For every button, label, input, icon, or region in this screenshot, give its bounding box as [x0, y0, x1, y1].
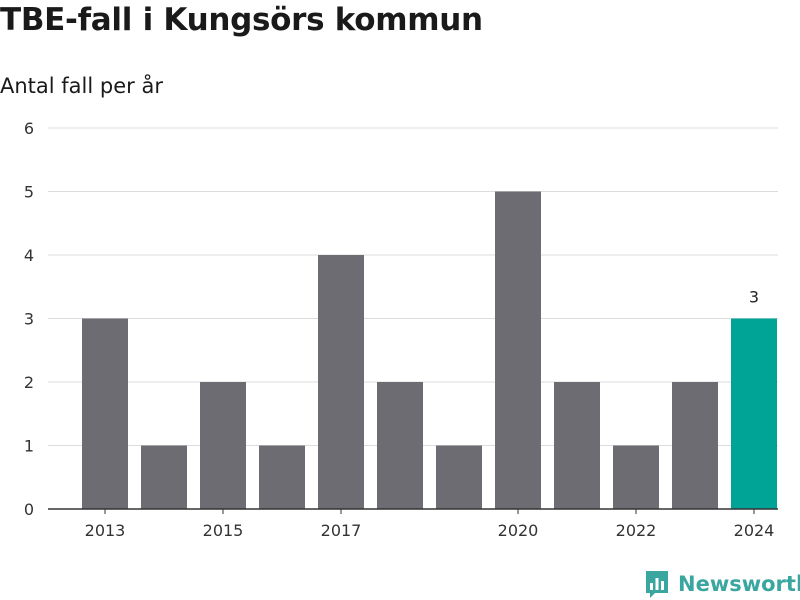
brand-name: Newsworthy [678, 572, 800, 596]
y-tick-label: 4 [24, 246, 34, 265]
x-tick-label: 2013 [85, 521, 126, 540]
chart-title: TBE-fall i Kungsörs kommun [0, 2, 483, 38]
x-tick-label: 2020 [498, 521, 539, 540]
y-tick-label: 1 [24, 437, 34, 456]
bar-2017 [318, 255, 364, 509]
y-tick-label: 3 [24, 310, 34, 329]
x-tick-label: 2015 [203, 521, 244, 540]
bar-2021 [554, 382, 600, 509]
newsworthy-logo-icon [646, 571, 668, 598]
bar-2013 [82, 318, 128, 509]
bar-2019 [436, 445, 482, 509]
bar-2015 [200, 382, 246, 509]
newsworthy-brand: Newsworthy [644, 569, 800, 599]
x-tick-label: 2024 [734, 521, 775, 540]
y-tick-label: 2 [24, 373, 34, 392]
data-label-2024: 3 [749, 288, 759, 307]
x-tick-label: 2017 [321, 521, 362, 540]
bar-2016 [259, 445, 305, 509]
chart-subtitle: Antal fall per år [0, 74, 163, 98]
bar-2014 [141, 445, 187, 509]
x-tick-label: 2022 [616, 521, 657, 540]
y-tick-label: 6 [24, 119, 34, 138]
bar-2022 [613, 445, 659, 509]
bar-2018 [377, 382, 423, 509]
bar-2023 [672, 382, 718, 509]
y-tick-label: 0 [24, 500, 34, 519]
bar-2024 [731, 318, 777, 509]
y-tick-label: 5 [24, 183, 34, 202]
bar-2020 [495, 191, 541, 509]
